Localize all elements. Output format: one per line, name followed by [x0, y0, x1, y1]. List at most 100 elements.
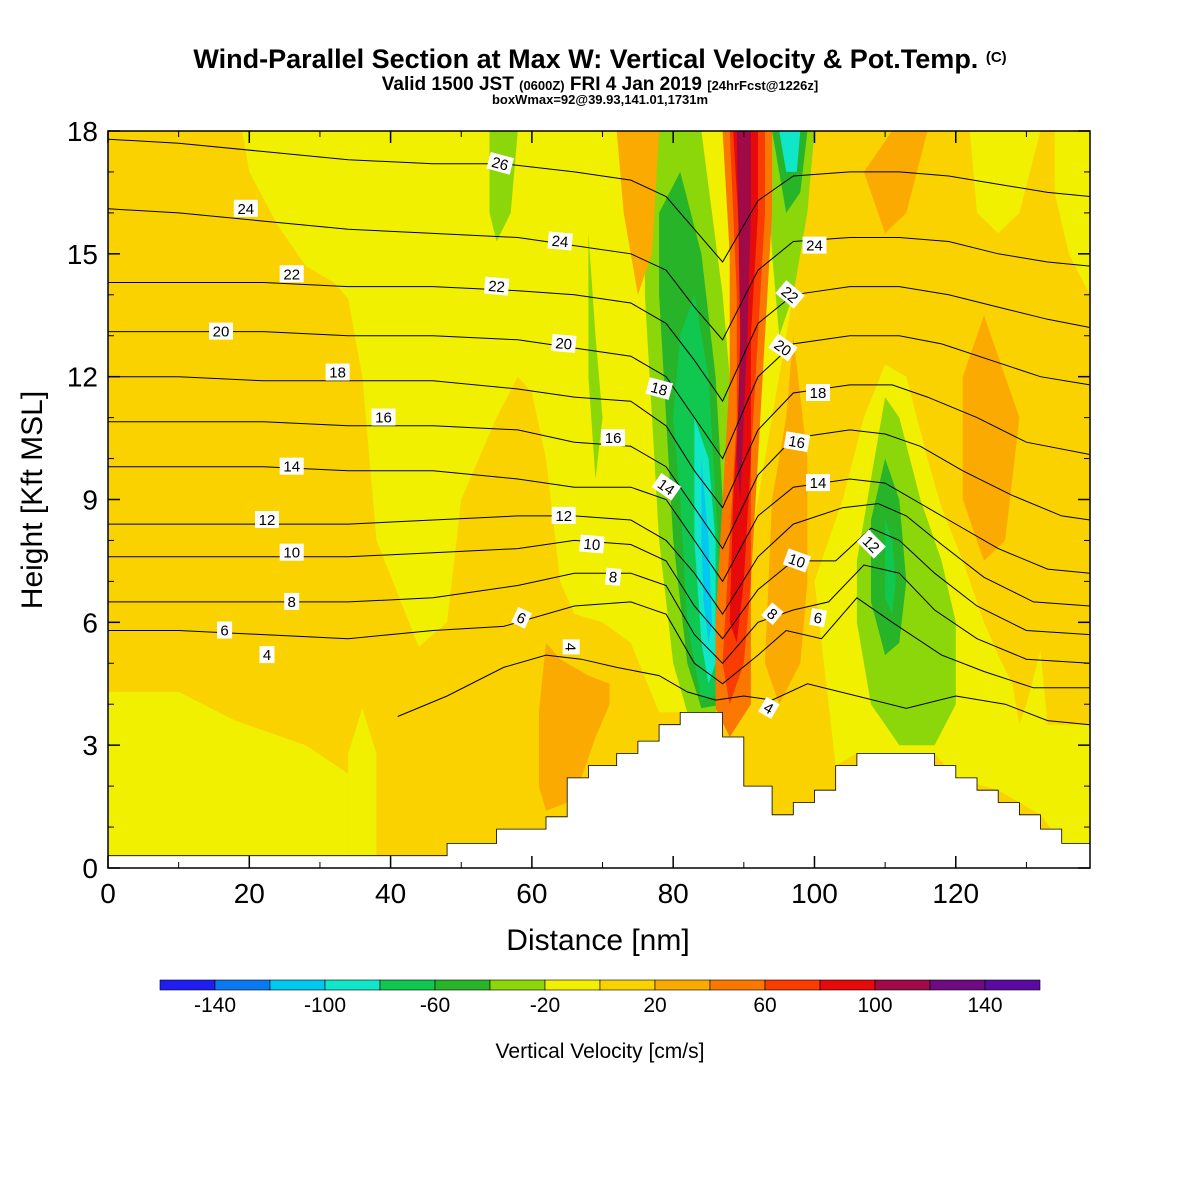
theta-label-text: 14 — [654, 476, 677, 499]
w-region-13 — [779, 131, 801, 172]
theta-label-bg — [551, 506, 576, 524]
theta-label-29: 6 — [511, 606, 532, 629]
theta-label-text: 24 — [237, 201, 254, 218]
theta-label-bg — [579, 534, 605, 554]
theta-label-text: 10 — [583, 536, 601, 554]
y-tick-label-6: 18 — [67, 116, 98, 147]
theta-label-2: 24 — [547, 231, 573, 251]
colorbar-tick-label-4: 20 — [643, 994, 666, 1017]
theta-label-14: 16 — [601, 429, 626, 447]
theta-label-text: 20 — [555, 335, 573, 353]
x-tick-label-3: 60 — [516, 878, 547, 909]
w-region-21 — [538, 642, 610, 811]
x-tick-label-5: 100 — [791, 878, 838, 909]
theta-label-7: 20 — [209, 322, 233, 341]
theta-label-text: 18 — [810, 385, 827, 402]
colorbar-swatch-6 — [489, 979, 546, 991]
x-tick-label-0: 0 — [100, 878, 116, 909]
theta-label-bg — [259, 646, 275, 664]
colorbar-tick-label-1: -100 — [304, 994, 346, 1017]
colorbar-swatch-4 — [379, 979, 436, 991]
valid-time: Valid 1500 JST (0600Z) FRI 4 Jan 2019 [2… — [381, 74, 819, 95]
w-region-0 — [108, 691, 349, 856]
colorbar-swatch-11 — [764, 979, 821, 991]
terrain — [108, 712, 1090, 868]
theta-contour-labels: 26 24 24 24 22 22 22 20 20 20 18 18 18 16 16 16 14 14 14 12… — [209, 152, 886, 719]
w-region-12 — [772, 131, 808, 213]
colorbar-tick-label-2: -60 — [420, 994, 450, 1017]
theta-label-text: 18 — [329, 365, 346, 382]
theta-label-32: 4 — [562, 639, 580, 655]
theta-label-text: 4 — [562, 643, 579, 651]
theta-contour-12 — [108, 503, 1090, 616]
theta-label-bg — [279, 457, 304, 475]
theta-label-text: 24 — [551, 233, 569, 251]
theta-contour-22 — [108, 282, 1090, 403]
theta-label-4: 22 — [279, 265, 304, 283]
colorbar-swatch-12 — [819, 979, 876, 991]
theta-label-11: 18 — [645, 377, 674, 400]
colorbar-tick-label-7: 140 — [967, 994, 1002, 1017]
theta-label-15: 16 — [783, 431, 811, 453]
theta-label-text: 14 — [810, 475, 827, 492]
y-tick-label-5: 15 — [67, 239, 98, 270]
theta-contour-24 — [108, 208, 1090, 341]
chart-title: Wind-Parallel Section at Max W: Vertical… — [193, 44, 1007, 74]
colorbar-swatch-2 — [269, 979, 326, 991]
theta-label-bg — [761, 602, 784, 626]
theta-label-text: 6 — [220, 623, 228, 640]
y-tick-label-4: 12 — [67, 362, 98, 393]
theta-label-6: 22 — [775, 280, 805, 309]
x-axis-label: Distance [nm] — [506, 924, 689, 957]
theta-label-text: 20 — [771, 337, 794, 360]
x-tick-label-4: 80 — [658, 878, 689, 909]
axes: 0 20 40 60 80 100 120 0 3 6 9 12 15 18 Distance [nm] He… — [16, 116, 1090, 957]
w-region-20 — [616, 131, 660, 295]
theta-label-bg — [806, 384, 830, 401]
theta-label-bg — [551, 333, 577, 353]
theta-label-27: 8 — [761, 602, 784, 626]
theta-label-text: 10 — [786, 551, 807, 573]
w-region-28 — [863, 131, 928, 234]
w-region-18 — [969, 131, 1041, 234]
theta-label-bg — [483, 276, 510, 296]
theta-label-bg — [651, 472, 682, 501]
theta-label-bg — [783, 431, 811, 453]
theta-label-bg — [601, 429, 626, 447]
y-tick-label-0: 0 — [82, 853, 98, 884]
theta-label-text: 24 — [806, 238, 823, 255]
theta-label-bg — [255, 511, 279, 528]
theta-contours — [108, 138, 1090, 726]
theta-label-bg — [856, 529, 886, 559]
theta-contour-10 — [108, 527, 1090, 640]
theta-label-bg — [325, 363, 350, 381]
y-tick-label-3: 9 — [82, 485, 98, 516]
colorbar-tick-label-3: -20 — [530, 994, 560, 1017]
theta-label-bg — [802, 236, 827, 254]
theta-label-text: 12 — [259, 512, 276, 529]
theta-label-bg — [562, 639, 580, 655]
theta-label-bg — [758, 696, 780, 719]
theta-label-13: 16 — [371, 408, 396, 427]
theta-label-text: 12 — [555, 508, 572, 525]
theta-label-text: 6 — [812, 610, 823, 628]
theta-label-17: 14 — [651, 472, 682, 501]
theta-label-3: 24 — [802, 236, 827, 255]
colorbar: -140 -100 -60 -20 20 60 100 140 Vertical Velocit… — [159, 979, 1041, 1063]
colorbar-swatch-15 — [984, 979, 1041, 991]
colorbar-swatch-8 — [599, 979, 656, 991]
w-region-27 — [962, 315, 1020, 561]
colorbar-tick-label-5: 60 — [753, 994, 776, 1017]
w-region-5 — [588, 233, 603, 479]
theta-label-19: 12 — [255, 511, 279, 529]
theta-contour-4 — [397, 654, 1090, 726]
colorbar-swatch-10 — [709, 979, 766, 991]
colorbar-swatch-7 — [544, 979, 601, 991]
theta-label-bg — [547, 231, 573, 251]
theta-label-text: 16 — [605, 430, 622, 447]
theta-contour-8 — [108, 564, 1090, 665]
theta-label-0: 26 — [486, 152, 515, 175]
w-region-11 — [765, 131, 815, 336]
theta-contour-20 — [108, 331, 1090, 460]
